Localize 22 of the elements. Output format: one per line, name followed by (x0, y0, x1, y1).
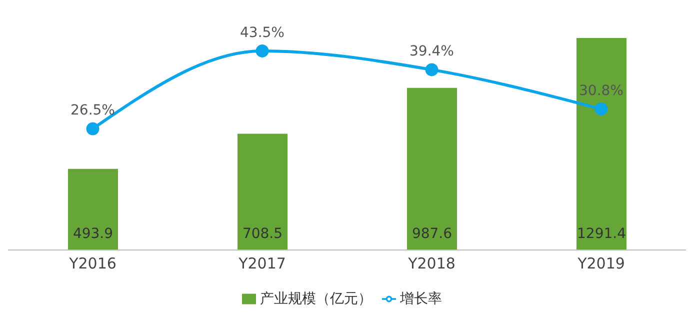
x-tick-label: Y2017 (238, 254, 286, 273)
data-label: 26.5% (70, 102, 115, 119)
data-label: 708.5 (242, 226, 283, 242)
legend-label: 产业规模（亿元） (260, 291, 372, 307)
x-tick-label: Y2018 (407, 254, 456, 273)
point (425, 63, 438, 76)
point (594, 102, 608, 116)
data-label: 987.6 (412, 226, 452, 242)
x-tick-label: Y2016 (68, 254, 116, 273)
bar (68, 168, 118, 250)
bar (576, 38, 626, 250)
legend-label: 增长率 (400, 291, 442, 307)
bar (238, 134, 288, 250)
data-label: 30.8% (579, 83, 624, 100)
bar (407, 88, 457, 250)
data-label: 43.5% (240, 24, 284, 41)
data-label: 39.4% (410, 44, 454, 60)
point (256, 44, 269, 58)
data-label: 493.9 (72, 226, 114, 242)
x-tick-label: Y2019 (576, 254, 625, 273)
point (86, 122, 100, 136)
data-label: 1291.4 (577, 226, 626, 242)
